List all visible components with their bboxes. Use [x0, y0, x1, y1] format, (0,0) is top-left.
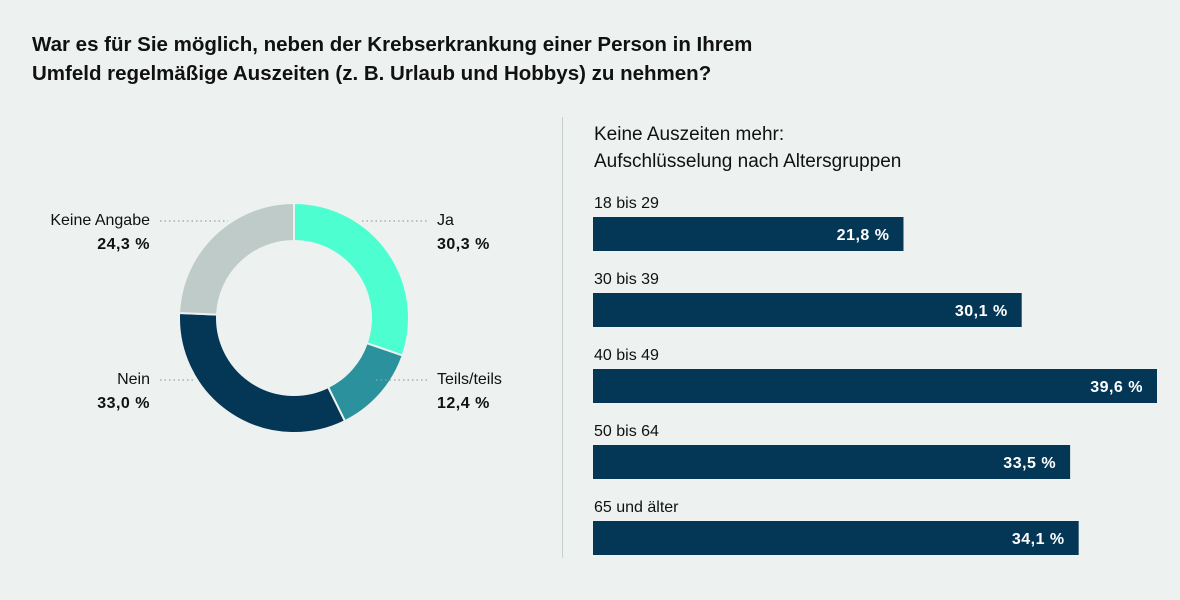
bar-value-label-65-und-aelter: 34,1 %	[1012, 531, 1065, 548]
bar-30-bis-39	[593, 293, 1022, 327]
bar-category-label-40-bis-49: 40 bis 49	[594, 347, 659, 364]
bar-category-label-30-bis-39: 30 bis 39	[594, 271, 659, 288]
chart-title-line-1: War es für Sie möglich, neben der Krebse…	[32, 33, 753, 56]
bar-value-label-40-bis-49: 39,6 %	[1090, 379, 1143, 396]
pie-label-keine-angabe: Keine Angabe 24,3 %	[50, 209, 150, 257]
chart-title: War es für Sie möglich, neben der Krebse…	[32, 30, 932, 88]
bar-chart-title-line-2: Aufschlüsselung nach Altersgruppen	[594, 151, 902, 172]
pie-slice-keine-angabe	[178, 201, 295, 316]
bar-chart-title-line-1: Keine Auszeiten mehr:	[594, 124, 785, 145]
bar-category-label-18-bis-29: 18 bis 29	[594, 195, 659, 212]
bar-18-bis-29	[593, 217, 904, 251]
pie-label-ja: Ja 30,3 %	[437, 209, 490, 257]
chart-title-line-2: Umfeld regelmäßige Auszeiten (z. B. Urla…	[32, 62, 712, 85]
pie-label-name: Ja	[437, 212, 454, 229]
bar-65-und-aelter	[593, 521, 1079, 555]
pie-label-name: Keine Angabe	[50, 212, 150, 229]
panel-divider	[562, 117, 563, 558]
pie-slice-nein	[178, 311, 347, 434]
bar-value-label-18-bis-29: 21,8 %	[837, 227, 890, 244]
pie-label-name: Teils/teils	[437, 371, 502, 388]
bar-chart-title: Keine Auszeiten mehr: Aufschlüsselung na…	[594, 121, 901, 175]
pie-label-value: 30,3 %	[437, 236, 490, 253]
pie-label-value: 33,0 %	[97, 395, 150, 412]
bar-value-label-30-bis-39: 30,1 %	[955, 303, 1008, 320]
pie-label-value: 12,4 %	[437, 395, 490, 412]
bar-40-bis-49	[593, 369, 1157, 403]
pie-label-value: 24,3 %	[97, 236, 150, 253]
bar-category-label-50-bis-64: 50 bis 64	[594, 423, 659, 440]
donut-chart	[160, 201, 428, 434]
bar-category-label-65-und-aelter: 65 und älter	[594, 499, 679, 516]
bar-50-bis-64	[593, 445, 1071, 479]
pie-label-name: Nein	[117, 371, 150, 388]
pie-label-nein: Nein 33,0 %	[97, 368, 150, 416]
bar-value-label-50-bis-64: 33,5 %	[1003, 455, 1056, 472]
pie-label-teils-teils: Teils/teils 12,4 %	[437, 368, 502, 416]
